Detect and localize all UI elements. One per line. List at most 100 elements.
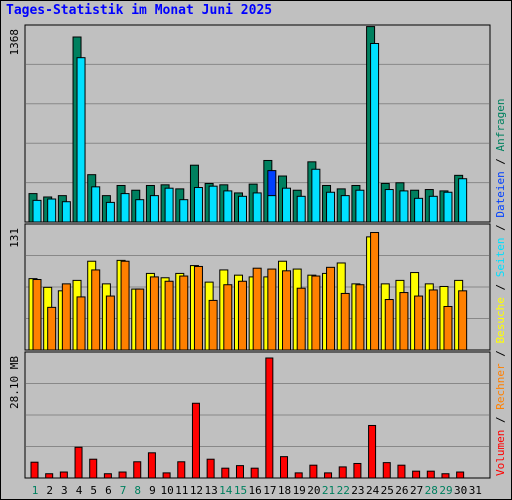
bar-volumen bbox=[221, 467, 230, 479]
bar-rechner bbox=[193, 265, 203, 351]
bar-seiten bbox=[326, 191, 336, 223]
bar-seiten bbox=[164, 187, 174, 223]
bar-rechner bbox=[149, 276, 159, 351]
x-tick-label: 10 bbox=[160, 484, 173, 497]
legend-separator: / bbox=[494, 151, 507, 171]
x-tick-label: 4 bbox=[76, 484, 83, 497]
bar-rechner bbox=[414, 295, 424, 351]
bar-rechner bbox=[282, 270, 292, 351]
bar-volumen bbox=[206, 458, 215, 479]
legend-separator: / bbox=[494, 410, 507, 430]
bar-rechner bbox=[179, 275, 189, 351]
bar-volumen bbox=[412, 470, 421, 479]
bar-seiten bbox=[428, 195, 438, 223]
legend: Volumen / Rechner / Besuche / Seiten / D… bbox=[494, 98, 507, 476]
bar-volumen bbox=[74, 446, 83, 479]
x-tick-label: 15 bbox=[234, 484, 247, 497]
x-tick-label: 20 bbox=[307, 484, 320, 497]
bar-seiten bbox=[414, 197, 424, 223]
x-tick-label: 27 bbox=[410, 484, 423, 497]
bar-seiten bbox=[340, 195, 350, 223]
x-tick-label: 22 bbox=[337, 484, 350, 497]
bar-rechner bbox=[340, 292, 350, 351]
bar-volumen bbox=[89, 458, 98, 479]
bar-volumen bbox=[397, 464, 406, 479]
bar-rechner bbox=[237, 280, 247, 351]
legend-volumen: Volumen bbox=[494, 430, 507, 476]
bar-seiten bbox=[267, 195, 277, 223]
x-tick-label: 23 bbox=[351, 484, 364, 497]
bar-volumen bbox=[118, 471, 127, 479]
bar-rechner bbox=[105, 295, 115, 351]
bar-seiten bbox=[311, 168, 321, 223]
x-tick-label: 16 bbox=[249, 484, 262, 497]
bar-volumen bbox=[133, 461, 142, 479]
bar-rechner bbox=[399, 292, 409, 351]
bar-volumen bbox=[368, 424, 377, 479]
bar-rechner bbox=[370, 232, 380, 351]
legend-seiten: Seiten bbox=[494, 238, 507, 278]
bar-volumen bbox=[280, 456, 289, 479]
bar-seiten bbox=[120, 193, 130, 223]
bar-seiten bbox=[135, 199, 145, 223]
bar-seiten bbox=[208, 185, 218, 223]
bar-rechner bbox=[267, 268, 277, 351]
bar-seiten bbox=[399, 190, 409, 223]
bar-volumen bbox=[103, 473, 112, 479]
bar-seiten bbox=[296, 195, 306, 223]
legend-rechner: Rechner bbox=[494, 363, 507, 410]
bar-seiten bbox=[252, 192, 262, 223]
bar-rechner bbox=[326, 266, 336, 351]
x-tick-label: 26 bbox=[395, 484, 408, 497]
x-tick-label: 7 bbox=[120, 484, 127, 497]
x-tick-label: 9 bbox=[149, 484, 156, 497]
bar-volumen bbox=[324, 472, 333, 479]
bar-seiten bbox=[370, 42, 380, 223]
bar-seiten bbox=[32, 199, 42, 223]
y-axis-max-label: 28.10 MB bbox=[8, 356, 21, 409]
bar-volumen bbox=[30, 461, 39, 479]
bar-seiten bbox=[149, 195, 159, 223]
x-tick-label: 24 bbox=[366, 484, 380, 497]
x-tick-label: 13 bbox=[205, 484, 218, 497]
bar-seiten bbox=[61, 201, 71, 223]
bar-seiten bbox=[282, 187, 292, 223]
x-tick-label: 1 bbox=[32, 484, 39, 497]
x-tick-label: 21 bbox=[322, 484, 335, 497]
x-tick-label: 18 bbox=[278, 484, 291, 497]
legend-anfragen: Anfragen bbox=[494, 98, 507, 151]
x-tick-label: 17 bbox=[263, 484, 276, 497]
bar-rechner bbox=[252, 267, 262, 351]
bar-volumen bbox=[426, 470, 435, 479]
x-tick-label: 30 bbox=[454, 484, 467, 497]
bar-volumen bbox=[338, 466, 347, 479]
bar-volumen bbox=[456, 471, 465, 479]
x-tick-label: 14 bbox=[219, 484, 233, 497]
bar-seiten bbox=[355, 189, 365, 223]
bar-rechner bbox=[223, 284, 233, 351]
bar-volumen bbox=[250, 467, 259, 479]
x-tick-label: 3 bbox=[61, 484, 68, 497]
bar-seiten bbox=[193, 187, 203, 223]
bar-rechner bbox=[296, 287, 306, 351]
bar-volumen bbox=[147, 452, 156, 479]
bar-rechner bbox=[47, 306, 57, 351]
legend-separator: / bbox=[494, 218, 507, 238]
bar-volumen bbox=[59, 471, 68, 479]
y-axis-max-label: 131 bbox=[8, 228, 21, 248]
bar-seiten bbox=[237, 195, 247, 223]
bar-rechner bbox=[61, 283, 71, 351]
x-tick-label: 29 bbox=[439, 484, 452, 497]
bar-volumen bbox=[353, 462, 362, 479]
bar-seiten bbox=[76, 57, 86, 223]
x-tick-label: 2 bbox=[46, 484, 53, 497]
bar-rechner bbox=[76, 296, 86, 351]
bar-seiten bbox=[91, 186, 101, 223]
bar-rechner bbox=[208, 299, 218, 351]
legend-separator: / bbox=[494, 277, 507, 297]
bar-seiten bbox=[223, 190, 233, 223]
bar-seiten bbox=[443, 191, 453, 223]
bar-seiten bbox=[179, 199, 189, 223]
y-axis-max-label: 1368 bbox=[8, 29, 21, 56]
x-tick-label: 19 bbox=[293, 484, 306, 497]
